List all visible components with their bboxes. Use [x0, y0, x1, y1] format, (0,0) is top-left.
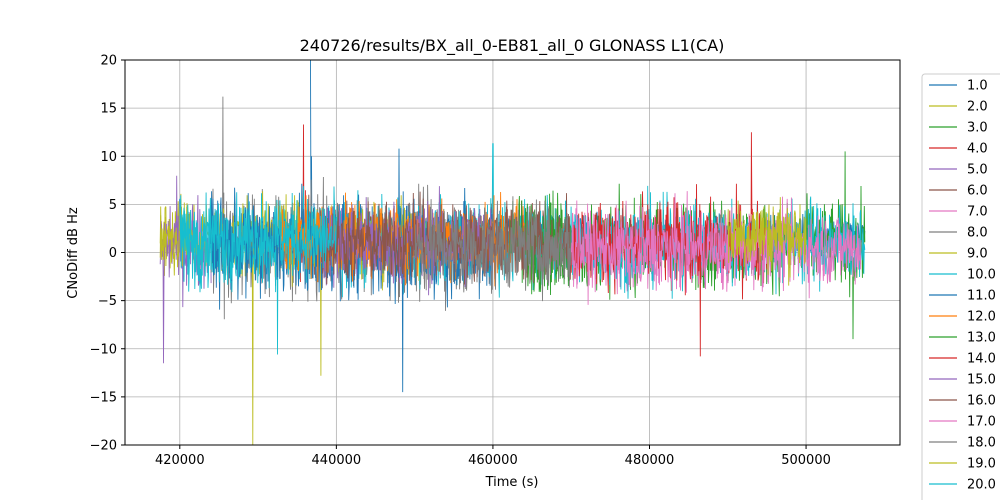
y-tick-label: −20	[90, 439, 117, 454]
y-tick-label: 10	[100, 150, 117, 165]
legend-label: 20.0	[967, 478, 996, 493]
y-tick-label: −15	[90, 390, 117, 405]
x-tick-label: 500000	[781, 453, 831, 468]
y-tick-label: 0	[109, 246, 117, 261]
series-line-17.0	[570, 191, 862, 305]
legend-label: 14.0	[967, 352, 996, 367]
x-ticks: 420000 440000 460000 480000 500000	[155, 445, 831, 468]
legend-label: 16.0	[967, 394, 996, 409]
legend-label: 2.0	[967, 100, 988, 115]
legend-label: 18.0	[967, 436, 996, 451]
legend-label: 17.0	[967, 415, 996, 430]
y-ticks: −20 −15 −10 −5 0 5 10 15 20	[90, 54, 125, 454]
legend-label: 8.0	[967, 226, 988, 241]
series-line-18.0	[414, 196, 572, 302]
legend-label: 9.0	[967, 247, 988, 262]
legend-label: 15.0	[967, 373, 996, 388]
legend: 1.0 2.0 3.0 4.0 5.0 6.0 7.0 8.0 9.0 10.0 11.0 12.0 1…	[921, 73, 1000, 500]
legend-box	[921, 73, 1000, 500]
series-layer	[159, 60, 866, 445]
y-tick-label: 5	[109, 198, 117, 213]
legend-label: 4.0	[967, 142, 988, 157]
x-axis-label: Time (s)	[485, 475, 539, 490]
y-tick-label: −10	[90, 342, 117, 357]
series-line-5.0	[159, 175, 212, 364]
legend-label: 5.0	[967, 163, 988, 178]
y-tick-label: 20	[100, 54, 117, 69]
legend-label: 6.0	[967, 184, 988, 199]
legend-label: 10.0	[967, 268, 996, 283]
chart-title: 240726/results/BX_all_0-EB81_all_0 GLONA…	[300, 36, 725, 56]
series-line-19.0	[727, 197, 807, 286]
legend-label: 1.0	[967, 79, 988, 94]
legend-label: 11.0	[967, 289, 996, 304]
legend-label: 12.0	[967, 310, 996, 325]
y-axis-label: CNoDiff dB Hz	[66, 207, 81, 299]
legend-label: 7.0	[967, 205, 988, 220]
x-tick-label: 480000	[625, 453, 675, 468]
series-line-20.0	[179, 186, 337, 283]
y-tick-label: 15	[100, 102, 117, 117]
y-tick-label: −5	[98, 294, 117, 309]
legend-label: 13.0	[967, 331, 996, 346]
legend-label: 3.0	[967, 121, 988, 136]
x-tick-label: 440000	[312, 453, 362, 468]
x-tick-label: 420000	[155, 453, 205, 468]
legend-label: 19.0	[967, 457, 996, 472]
legend-entries: 1.0 2.0 3.0 4.0 5.0 6.0 7.0 8.0 9.0 10.0 11.0 12.0 1…	[929, 79, 996, 493]
x-tick-label: 460000	[468, 453, 518, 468]
